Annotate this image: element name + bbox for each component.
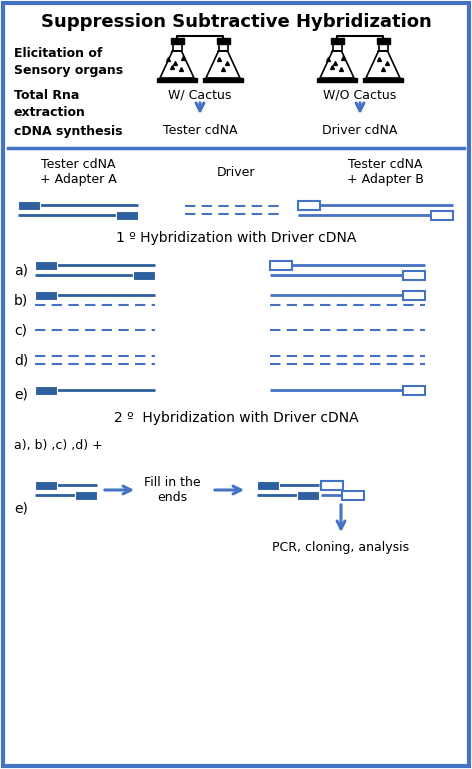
Text: 2 º  Hybridization with Driver cDNA: 2 º Hybridization with Driver cDNA [114,411,358,425]
Text: e): e) [14,501,28,515]
Polygon shape [379,40,388,51]
Text: e): e) [14,388,28,402]
Text: Driver: Driver [217,165,255,178]
Text: a): a) [14,263,28,277]
Bar [403,385,425,394]
Text: Tester cdNA
+ Adapter B: Tester cdNA + Adapter B [346,158,423,186]
Polygon shape [172,40,182,51]
Polygon shape [377,38,389,44]
Bar [403,271,425,279]
Bar [18,201,40,209]
Text: b): b) [14,293,28,307]
Bar [35,261,57,269]
Text: W/O Cactus: W/O Cactus [323,88,396,102]
Polygon shape [157,78,197,82]
Bar [257,481,279,490]
Text: Fill in the
ends: Fill in the ends [143,476,200,504]
Polygon shape [217,38,229,44]
Text: Elicitation of
Sensory organs: Elicitation of Sensory organs [14,47,123,77]
Polygon shape [332,40,342,51]
Polygon shape [170,38,184,44]
Polygon shape [219,40,228,51]
Text: Tester cdNA: Tester cdNA [163,124,237,137]
Bar [35,291,57,299]
Polygon shape [363,78,403,82]
Bar [116,211,138,219]
Text: W/ Cactus: W/ Cactus [169,88,232,102]
Text: Suppression Subtractive Hybridization: Suppression Subtractive Hybridization [41,13,431,31]
Text: d): d) [14,353,28,367]
Bar [298,201,320,209]
Polygon shape [160,51,194,78]
Text: cDNA synthesis: cDNA synthesis [14,125,123,138]
Bar [403,291,425,299]
Bar [431,211,453,219]
Bar [35,481,57,490]
Bar [321,481,343,490]
Polygon shape [330,38,344,44]
Text: PCR, cloning, analysis: PCR, cloning, analysis [272,541,410,554]
Bar [133,271,155,279]
Text: c): c) [14,323,27,337]
Text: Total Rna
extraction: Total Rna extraction [14,89,86,119]
Polygon shape [320,51,354,78]
Bar [270,261,292,269]
Text: Tester cdNA
+ Adapter A: Tester cdNA + Adapter A [40,158,117,186]
Text: 1 º Hybridization with Driver cDNA: 1 º Hybridization with Driver cDNA [116,231,356,245]
Polygon shape [366,51,400,78]
Polygon shape [203,78,243,82]
Bar [297,491,319,500]
Bar [35,385,57,394]
Bar [342,491,364,500]
Polygon shape [317,78,357,82]
Text: Driver cdNA: Driver cdNA [322,124,398,137]
Polygon shape [206,51,240,78]
Text: a), b) ,c) ,d) +: a), b) ,c) ,d) + [14,438,103,451]
Bar [75,491,97,500]
